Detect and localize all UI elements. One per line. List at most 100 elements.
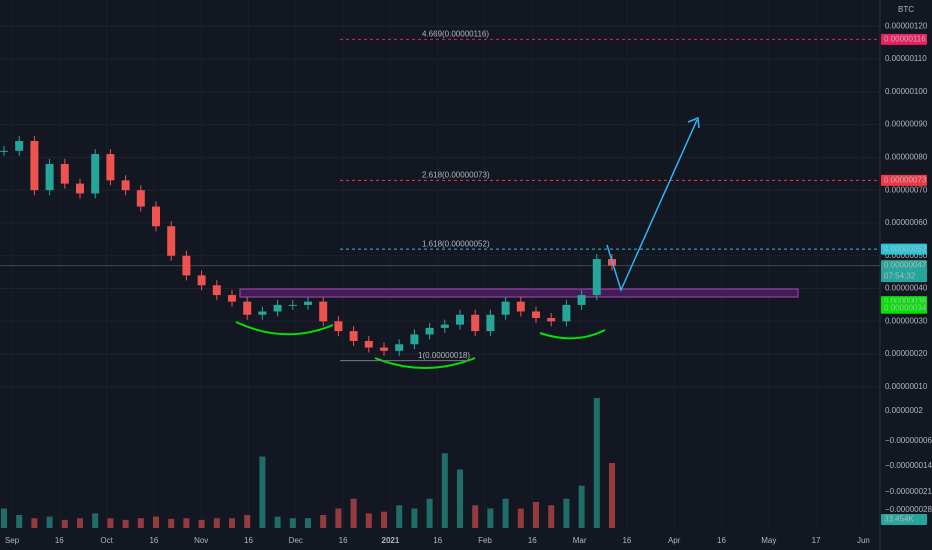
candle [30, 140, 39, 191]
x-tick-label: 16 [433, 536, 442, 545]
candle [380, 347, 388, 351]
candle [273, 304, 282, 312]
x-tick-label: 16 [528, 536, 537, 545]
volume-bar [274, 516, 281, 528]
volume-axis-label: −0.00000021 [885, 487, 932, 496]
y-tick-label: 0.00000080 [885, 152, 928, 161]
volume-bar [153, 516, 159, 528]
candle [182, 255, 191, 276]
volume-bar [16, 515, 23, 528]
fib-label: 4.669(0.00000116) [422, 29, 489, 38]
candle [334, 321, 343, 332]
candle [532, 311, 540, 319]
price-badge [881, 302, 927, 314]
volume-axis-label: −0.00000028 [885, 505, 932, 514]
arrow-head [687, 116, 700, 129]
volume-axis-label: −0.00000006 [885, 436, 932, 445]
volume-bar [365, 513, 372, 528]
x-tick-label: Feb [478, 536, 492, 545]
volume-bar [168, 518, 175, 528]
price-badge-label: 0.00000116 [884, 34, 926, 43]
currency-label: BTC [898, 5, 914, 14]
price-badge-label: 0.00000034 [884, 303, 927, 312]
y-tick-label: 0.00000050 [885, 251, 928, 260]
volume-bar [517, 508, 524, 528]
volume-bar [229, 518, 235, 528]
x-tick-label: Apr [668, 536, 681, 545]
x-tick-label: Nov [194, 536, 208, 545]
x-tick-label: 16 [622, 536, 631, 545]
x-tick-label: 16 [717, 536, 726, 545]
volume-bar [350, 498, 357, 528]
x-tick-label: 16 [244, 536, 253, 545]
volume-bar [77, 518, 83, 528]
candle [501, 301, 510, 315]
volume-bar [411, 508, 418, 528]
volume-badge [881, 514, 927, 525]
volume-bar [502, 498, 509, 528]
price-badge [881, 243, 927, 255]
y-tick-label: 0.00000040 [885, 284, 928, 293]
x-tick-label: 16 [55, 536, 64, 545]
candle [167, 226, 176, 256]
left-shoulder-arc [235, 321, 334, 336]
price-badge-label: 0.00000073 [884, 175, 927, 184]
candle [440, 324, 449, 328]
volume-bar [472, 505, 479, 528]
candle [91, 154, 100, 194]
volume-bar [487, 508, 494, 528]
candle [15, 140, 24, 151]
candle [60, 163, 69, 184]
candle [410, 334, 419, 345]
candle [152, 206, 160, 227]
y-tick-label: 0.00000070 [885, 185, 928, 194]
candle [304, 301, 312, 305]
candle [136, 190, 145, 207]
volume-bar [441, 453, 448, 528]
price-badge [881, 174, 927, 186]
candle [106, 154, 115, 181]
price-badge [881, 260, 927, 283]
y-tick-label: 0.00000120 [885, 21, 928, 30]
volume-bar [137, 518, 144, 528]
candle [76, 183, 84, 194]
right-shoulder-arc [539, 329, 606, 340]
y-tick-label: 0.00000030 [885, 316, 928, 325]
volume-bar [122, 519, 129, 528]
volume-bar [533, 502, 539, 528]
volume-bar [335, 508, 342, 528]
x-tick-label: 16 [149, 536, 158, 545]
volume-bar [548, 505, 555, 528]
candle [228, 295, 236, 302]
candle [425, 327, 434, 335]
price-badge-countdown: 07:54:32 [884, 272, 916, 281]
candle [577, 295, 586, 305]
candle [516, 301, 525, 312]
volume-bar [1, 508, 7, 528]
candle [471, 314, 480, 332]
volume-bar [289, 518, 296, 528]
x-tick-label: Sep [5, 536, 20, 545]
candle [212, 285, 221, 296]
volume-bar [31, 518, 38, 528]
x-tick-label: Oct [100, 536, 113, 545]
x-tick-label: Mar [573, 536, 587, 545]
candle [121, 180, 130, 191]
volume-bar [259, 456, 266, 528]
price-badge-label: 0.00000047 [884, 261, 927, 270]
y-tick-label: 0.00000100 [885, 87, 928, 96]
candle [319, 301, 328, 322]
fib-label: 1.618(0.00000052) [422, 239, 490, 248]
candle [349, 331, 358, 341]
x-tick-label: 2021 [382, 536, 400, 545]
volume-bar [244, 515, 251, 528]
volume-axis-label: −0.00000014 [885, 461, 932, 470]
candle [0, 150, 8, 152]
volume-bar [61, 519, 68, 528]
candle [45, 163, 54, 191]
volume-bar [609, 463, 615, 528]
x-tick-label: Jun [857, 536, 870, 545]
candle [456, 314, 464, 325]
